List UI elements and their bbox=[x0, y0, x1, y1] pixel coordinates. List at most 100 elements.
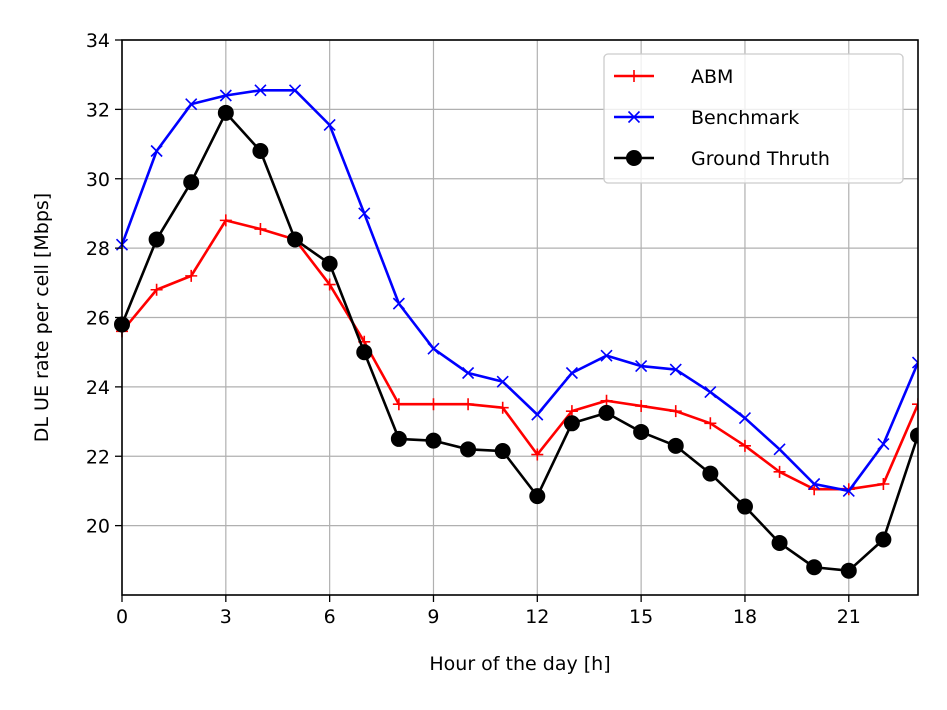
data-point bbox=[390, 430, 407, 447]
data-point bbox=[252, 143, 269, 159]
data-point bbox=[702, 465, 719, 482]
data-point bbox=[323, 118, 336, 132]
data-point bbox=[462, 398, 475, 411]
data-point bbox=[635, 399, 648, 412]
y-tick-label: 30 bbox=[86, 169, 110, 191]
data-point bbox=[531, 448, 544, 461]
legend-entry: ABM bbox=[614, 66, 733, 88]
legend-box bbox=[603, 53, 904, 184]
data-point bbox=[321, 255, 338, 272]
x-tick-label: 6 bbox=[324, 606, 336, 628]
series-line bbox=[120, 88, 918, 493]
x-tick-label: 15 bbox=[629, 606, 653, 628]
y-tick-label: 24 bbox=[86, 377, 110, 399]
data-point bbox=[392, 398, 405, 411]
data-point bbox=[219, 214, 232, 227]
legend: ABM Benchmark Ground Thruth bbox=[603, 53, 904, 184]
x-tick-label: 18 bbox=[733, 606, 757, 628]
data-point bbox=[806, 559, 823, 576]
data-point bbox=[358, 207, 371, 220]
data-point bbox=[427, 398, 440, 411]
plot-series bbox=[114, 84, 918, 579]
data-point bbox=[736, 498, 753, 515]
data-point bbox=[704, 386, 717, 399]
legend-marker bbox=[628, 70, 640, 82]
data-point bbox=[912, 398, 918, 411]
data-point bbox=[254, 223, 267, 236]
data-point bbox=[704, 417, 717, 430]
series-benchmark bbox=[115, 84, 918, 498]
data-point bbox=[427, 342, 440, 355]
data-point bbox=[771, 534, 788, 551]
data-point bbox=[877, 438, 890, 451]
y-tick-label: 22 bbox=[86, 446, 110, 468]
data-point bbox=[600, 349, 613, 362]
data-point bbox=[356, 344, 373, 361]
data-point bbox=[425, 432, 442, 449]
data-point bbox=[598, 404, 615, 421]
data-point bbox=[460, 441, 477, 458]
data-point bbox=[840, 562, 857, 579]
y-tick-label: 20 bbox=[86, 516, 110, 538]
data-point bbox=[808, 477, 821, 491]
legend-entry: Ground Thruth bbox=[614, 148, 830, 170]
legend-marker bbox=[626, 150, 642, 166]
data-point bbox=[669, 405, 682, 418]
data-point bbox=[254, 84, 267, 97]
data-point bbox=[635, 359, 648, 373]
data-point bbox=[875, 531, 892, 548]
y-tick-label: 28 bbox=[86, 238, 110, 260]
data-point bbox=[287, 231, 304, 248]
data-point bbox=[600, 394, 613, 407]
data-point bbox=[773, 465, 786, 478]
y-tick-label: 26 bbox=[86, 308, 110, 330]
axis-ticks: 0 3 6 9 12 15 18 21 20 22 24 26 28 30 32 34 bbox=[86, 30, 861, 628]
data-point bbox=[496, 375, 509, 388]
x-tick-label: 12 bbox=[525, 606, 549, 628]
data-point bbox=[185, 269, 198, 282]
data-point bbox=[219, 89, 232, 102]
data-point bbox=[183, 174, 200, 191]
data-point bbox=[911, 356, 918, 369]
data-point bbox=[633, 423, 650, 440]
data-point bbox=[669, 363, 682, 376]
data-point bbox=[494, 443, 511, 460]
data-point bbox=[217, 104, 234, 121]
data-point bbox=[667, 437, 684, 454]
series-line bbox=[121, 219, 918, 491]
y-axis-title: DL UE rate per cell [Mbps] bbox=[31, 193, 53, 442]
y-tick-label: 34 bbox=[86, 30, 110, 52]
series-ground-thruth bbox=[114, 104, 918, 579]
data-point bbox=[877, 478, 890, 490]
data-point bbox=[150, 283, 163, 296]
data-point bbox=[910, 427, 918, 444]
legend-label: Benchmark bbox=[691, 107, 799, 129]
data-point bbox=[496, 401, 509, 414]
data-point bbox=[462, 366, 475, 380]
x-tick-label: 3 bbox=[220, 606, 232, 628]
data-point bbox=[738, 439, 751, 452]
x-tick-label: 21 bbox=[837, 606, 861, 628]
data-point bbox=[842, 484, 855, 498]
data-point bbox=[148, 231, 165, 248]
data-point bbox=[185, 98, 198, 111]
data-point bbox=[150, 144, 163, 158]
data-point bbox=[773, 443, 786, 456]
data-point bbox=[323, 278, 336, 291]
legend-label: Ground Thruth bbox=[691, 148, 830, 170]
x-tick-label: 9 bbox=[427, 606, 439, 628]
data-point bbox=[738, 412, 752, 425]
x-tick-label: 0 bbox=[116, 606, 128, 628]
series-abm bbox=[116, 214, 918, 496]
data-point bbox=[531, 408, 544, 421]
legend-entry: Benchmark bbox=[614, 107, 799, 129]
legend-marker bbox=[627, 110, 641, 124]
data-point bbox=[565, 405, 578, 418]
data-point bbox=[565, 366, 578, 380]
data-point bbox=[563, 415, 580, 432]
data-point bbox=[392, 297, 405, 310]
legend-label: ABM bbox=[691, 66, 733, 88]
x-axis-title: Hour of the day [h] bbox=[429, 653, 610, 675]
data-point bbox=[288, 84, 302, 97]
